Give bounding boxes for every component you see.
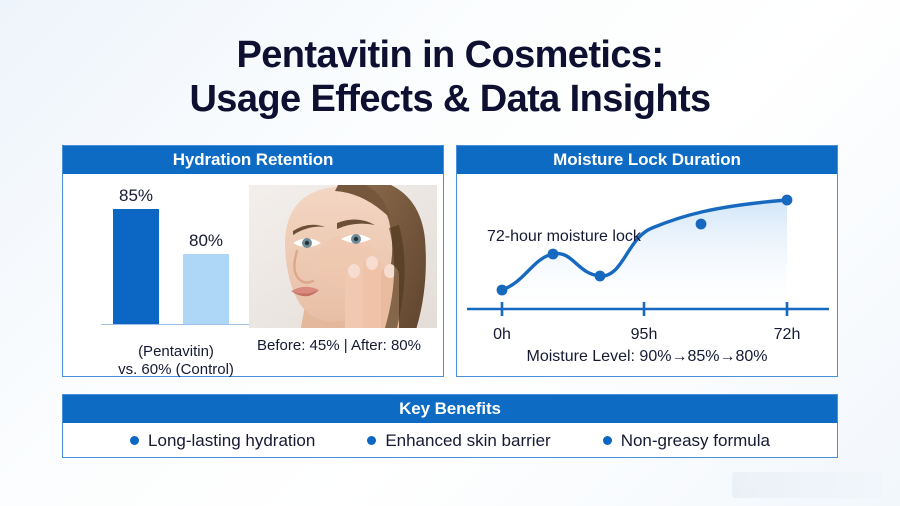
card-header-hydration: Hydration Retention: [63, 146, 443, 174]
bullet-dot-icon: [367, 436, 377, 445]
page-title: Pentavitin in Cosmetics: Usage Effects &…: [0, 34, 900, 121]
bar-caption-line-2: vs. 60% (Control): [118, 361, 234, 379]
x-tick-label-1: 95h: [630, 326, 658, 343]
line-chart-annotation: 72-hour moisture lock: [487, 228, 641, 245]
card-moisture-lock-duration: Moisture Lock Duration: [456, 145, 838, 377]
bar-caption-line-1: (Pentavitin): [138, 342, 214, 360]
bar-chart-hydration: 85% 80% (Pentavitin) vs. 60% (Control): [81, 186, 261, 378]
skin-photo: [249, 185, 437, 328]
watermark: [732, 472, 882, 498]
bar-chart-caption: (Pentavitin) vs. 60% (Control): [81, 343, 271, 381]
benefit-label-1: Enhanced skin barrier: [385, 430, 551, 450]
bar-value-label-control: 80%: [188, 231, 224, 250]
bar-group-pentavitin: 85%: [113, 186, 159, 324]
benefit-label-0: Long-lasting hydration: [148, 430, 316, 450]
title-line-1: Pentavitin in Cosmetics:: [236, 34, 665, 76]
card-header-benefits: Key Benefits: [63, 395, 837, 423]
card-key-benefits: Key Benefits Long-lasting hydration Enha…: [62, 394, 838, 458]
line-chart-x-axis-labels: 0h 95h 72h: [467, 326, 829, 346]
x-tick-label-0: 0h: [493, 326, 511, 343]
card-body-benefits: Long-lasting hydration Enhanced skin bar…: [63, 423, 837, 458]
line-chart-caption: Moisture Level: 90%→85%→80%: [526, 348, 768, 365]
bar-control: [183, 254, 229, 324]
bar-value-label-pentavitin: 85%: [118, 186, 154, 205]
card-hydration-retention: Hydration Retention 85% 80% (Pentavitin)…: [62, 145, 444, 378]
card-header-moisture: Moisture Lock Duration: [457, 146, 837, 174]
photo-caption: Before: 45% | After: 80%: [257, 337, 421, 354]
bar-chart-axis: [101, 324, 249, 325]
card-body-hydration: 85% 80% (Pentavitin) vs. 60% (Control): [63, 174, 443, 378]
benefit-item-2: Non-greasy formula: [602, 430, 770, 451]
bullet-dot-icon: [130, 436, 140, 445]
bar-group-control: 80%: [183, 231, 229, 324]
benefit-label-2: Non-greasy formula: [620, 430, 770, 450]
bullet-dot-icon: [602, 436, 612, 445]
card-body-moisture: 72-hour moisture lock 0h 95h 72h Moistur…: [457, 174, 837, 377]
bar-pentavitin: [113, 209, 159, 324]
title-line-2: Usage Effects & Data Insights: [189, 77, 711, 120]
benefit-item-0: Long-lasting hydration: [130, 431, 315, 451]
x-tick-label-2: 72h: [773, 326, 801, 343]
benefit-item-1: Enhanced skin barrier: [367, 430, 551, 451]
line-chart-moisture: [467, 178, 829, 328]
